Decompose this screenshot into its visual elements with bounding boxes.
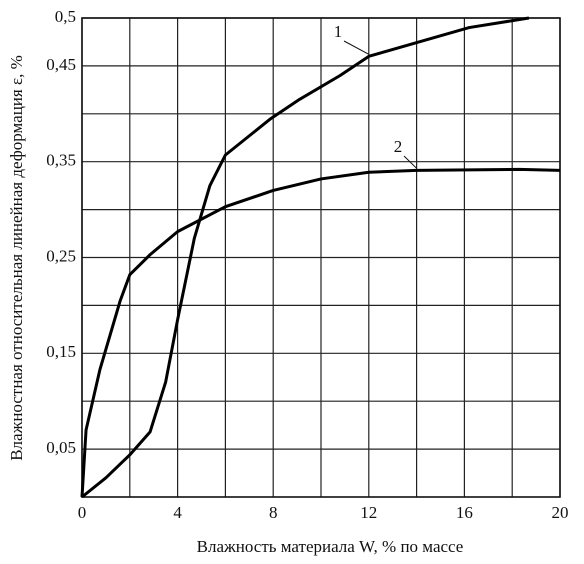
leader-line [403,155,417,169]
y-tick-label: 0,35 [46,151,76,170]
x-tick-label: 4 [173,503,182,522]
plot-frame [81,17,561,498]
y-tick-label: 0,5 [55,7,76,26]
x-tick-label: 8 [269,503,278,522]
x-tick-label: 12 [360,503,377,522]
y-axis-label: Влажностная относительная линейная дефор… [7,55,26,461]
y-tick-label: 0,25 [46,246,76,265]
y-tick-label: 0,15 [46,342,76,361]
leader-line [343,40,370,55]
series-label: 1 [334,22,343,41]
y-tick-label: 0,45 [46,55,76,74]
x-tick-label: 0 [78,503,87,522]
y-tick-label: 0,05 [46,438,76,457]
x-tick-label: 20 [552,503,569,522]
series-label: 2 [394,137,403,156]
data-line [80,167,561,498]
x-axis-label: Влажность материала W, % по массе [197,537,464,556]
data-line [81,16,530,499]
x-tick-label: 16 [456,503,473,522]
